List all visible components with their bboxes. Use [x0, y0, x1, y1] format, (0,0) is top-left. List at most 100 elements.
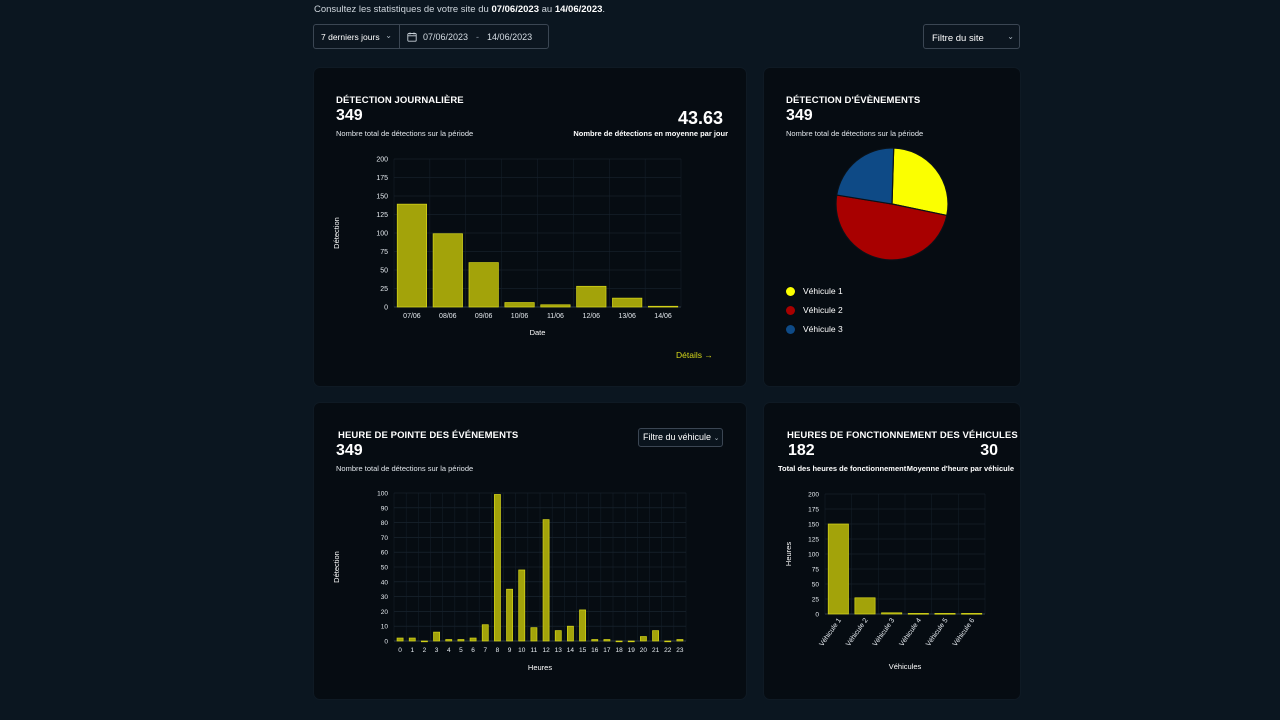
bar-8	[494, 494, 501, 642]
legend-label: Véhicule 3	[803, 324, 843, 334]
event-detection-card: DÉTECTION D'ÉVÈNEMENTS 349 Nombre total …	[764, 68, 1020, 386]
x-tick-label: 11	[531, 647, 538, 654]
range-select-label: 7 derniers jours	[321, 31, 380, 42]
legend-item-vehicle-3[interactable]: Véhicule 3	[786, 324, 843, 334]
bar-17	[603, 639, 611, 642]
y-tick-label: 40	[381, 579, 389, 586]
bar-14	[567, 625, 574, 642]
y-tick-label: 90	[381, 505, 389, 512]
y-tick-label: 100	[377, 491, 388, 498]
legend-item-vehicle-1[interactable]: Véhicule 1	[786, 286, 843, 296]
bar-10	[518, 569, 526, 642]
y-axis-label: Détection	[332, 551, 341, 583]
date-start-input[interactable]: 07/06/2023	[423, 31, 469, 42]
events-total-value: 349	[786, 107, 813, 124]
y-tick-label: 125	[376, 212, 388, 219]
date-separator: -	[476, 31, 480, 42]
pie-slice-1	[891, 147, 949, 217]
bar-1	[408, 637, 416, 642]
y-tick-label: 50	[380, 268, 388, 275]
daily-detection-card: DÉTECTION JOURNALIÈRE 349 Nombre total d…	[314, 68, 746, 386]
x-tick-label: Véhicule 4	[898, 617, 923, 648]
range-select[interactable]: 7 derniers jours ⌄	[314, 25, 400, 48]
bar-11/06	[540, 304, 571, 308]
legend-dot-icon	[786, 286, 795, 296]
daily-average-label: Nombre de détections en moyenne par jour	[573, 129, 728, 138]
y-axis-label: Détection	[332, 217, 341, 249]
y-tick-label: 25	[812, 597, 820, 604]
x-tick-label: Véhicule 1	[818, 617, 843, 648]
daily-average-value: 43.63	[677, 108, 723, 128]
x-tick-label: 07/06	[403, 313, 421, 320]
bar-16	[591, 639, 599, 642]
intro-suffix: .	[602, 4, 606, 15]
x-tick-label: 21	[652, 647, 660, 654]
bar-23	[676, 639, 684, 642]
y-tick-label: 150	[376, 194, 388, 201]
vehicle-hours-card: HEURES DE FONCTIONNEMENT DES VÉHICULES 1…	[764, 403, 1020, 699]
date-end-input[interactable]: 14/06/2023	[487, 31, 533, 42]
y-tick-label: 0	[815, 612, 819, 619]
x-tick-label: 23	[676, 647, 684, 654]
bar-12	[542, 519, 550, 642]
details-link[interactable]: Détails →	[676, 350, 713, 360]
chevron-down-icon: ⌄	[1007, 32, 1014, 41]
x-tick-label: 13/06	[618, 313, 636, 320]
x-axis-label: Date	[530, 328, 546, 337]
x-tick-label: 16	[591, 647, 599, 654]
intro-text: Consultez les statistiques de votre site…	[314, 4, 605, 15]
peak-total-value: 349	[336, 442, 363, 459]
hours-average-value: 30	[980, 442, 998, 459]
x-tick-label: 2	[423, 647, 427, 654]
vehicle-filter-select[interactable]: Filtre du véhicule ⌄	[638, 428, 723, 447]
peak-hour-card: HEURE DE POINTE DES ÉVÉNEMENTS 349 Nombr…	[314, 403, 746, 699]
x-tick-label: 1	[410, 647, 414, 654]
x-tick-label: Véhicule 3	[872, 617, 897, 648]
legend-dot-icon	[786, 305, 795, 315]
y-tick-label: 80	[381, 520, 389, 527]
bar-13/06	[612, 297, 643, 308]
x-tick-label: 10/06	[511, 313, 529, 320]
x-tick-label: 15	[579, 647, 587, 654]
x-tick-label: 17	[603, 647, 611, 654]
bar-Véhicule 1	[827, 523, 849, 615]
bar-12/06	[576, 285, 607, 308]
intro-end-date: 14/06/2023	[554, 4, 603, 15]
hours-total-value: 182	[788, 442, 815, 459]
legend-item-vehicle-2[interactable]: Véhicule 2	[786, 305, 843, 315]
bar-15	[579, 609, 586, 642]
site-filter-label: Filtre du site	[932, 33, 984, 44]
legend-label: Véhicule 2	[803, 305, 843, 315]
y-tick-label: 0	[384, 639, 388, 646]
legend-label: Véhicule 1	[803, 286, 843, 296]
y-tick-label: 60	[381, 550, 389, 557]
bar-10/06	[504, 302, 535, 308]
bar-Véhicule 6	[961, 613, 983, 615]
peak-total-label: Nombre total de détections sur la périod…	[336, 464, 474, 473]
y-tick-label: 100	[376, 231, 388, 238]
site-filter-select[interactable]: Filtre du site ⌄	[923, 24, 1020, 49]
legend-dot-icon	[786, 324, 795, 334]
bar-7	[481, 624, 489, 642]
y-tick-label: 20	[381, 609, 389, 616]
y-tick-label: 75	[812, 567, 820, 574]
x-tick-label: 12/06	[583, 313, 601, 320]
x-tick-label: 5	[459, 647, 463, 654]
hours-total-label: Total des heures de fonctionnement	[778, 464, 907, 473]
hours-card-title: HEURES DE FONCTIONNEMENT DES VÉHICULES	[787, 430, 1018, 441]
chevron-down-icon: ⌄	[385, 31, 392, 40]
x-tick-label: 9	[508, 647, 512, 654]
bar-0	[396, 637, 404, 642]
calendar-icon	[407, 32, 417, 42]
pie-slice-3	[836, 147, 895, 205]
x-tick-label: 08/06	[439, 313, 457, 320]
x-tick-label: 7	[483, 647, 487, 654]
date-range-picker[interactable]: 7 derniers jours ⌄ 07/06/2023 - 14/06/20…	[313, 24, 549, 49]
x-tick-label: 0	[398, 647, 402, 654]
bar-13	[554, 630, 562, 642]
bar-Véhicule 3	[881, 612, 903, 615]
x-tick-label: 09/06	[475, 313, 493, 320]
bar-6	[469, 637, 477, 642]
